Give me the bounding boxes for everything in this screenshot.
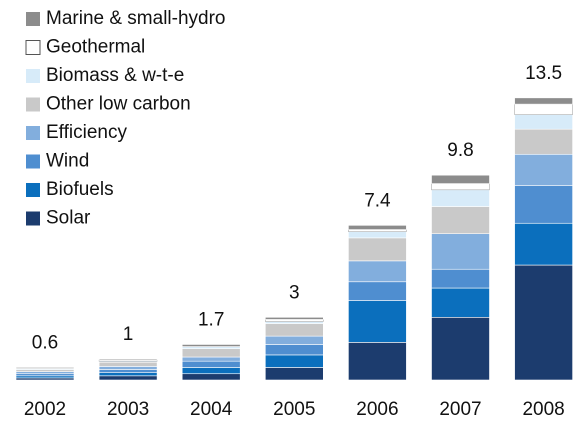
legend-label: Wind xyxy=(46,151,89,172)
legend-swatch xyxy=(26,12,40,26)
x-tick-label: 2008 xyxy=(522,399,564,420)
bar-segment xyxy=(264,354,324,368)
total-label: 1.7 xyxy=(198,309,224,330)
legend-label: Biofuels xyxy=(46,179,114,200)
total-label: 13.5 xyxy=(525,63,562,84)
bar-segment xyxy=(431,174,490,184)
bar-segment xyxy=(348,225,407,230)
bar-segment xyxy=(264,323,324,337)
bar-segment xyxy=(98,375,158,381)
bar-segment xyxy=(15,369,75,372)
bar-segment xyxy=(514,103,573,115)
bar-segment xyxy=(514,264,573,381)
bar-segment xyxy=(15,377,75,381)
bar-segment xyxy=(98,369,158,373)
total-label: 3 xyxy=(289,282,300,303)
legend-swatch xyxy=(26,126,40,140)
legend-swatch xyxy=(26,211,40,226)
bar-segment xyxy=(181,348,241,358)
legend-label: Biomass & w-t-e xyxy=(46,65,184,86)
x-tick-label: 2002 xyxy=(24,399,66,420)
bar-segment xyxy=(264,335,324,345)
total-label: 1 xyxy=(123,324,134,345)
legend-label: Efficiency xyxy=(46,122,127,143)
bar-segment xyxy=(181,356,241,362)
bar-segment xyxy=(431,233,490,270)
bar-segment xyxy=(514,128,573,155)
bar-segment xyxy=(15,367,75,369)
legend-swatch xyxy=(26,97,40,112)
bar-segment xyxy=(15,371,75,375)
legend-label: Solar xyxy=(46,208,91,229)
x-tick-label: 2007 xyxy=(439,399,481,420)
legend-swatch xyxy=(25,40,41,55)
bar-segment xyxy=(181,373,241,381)
bar-segment xyxy=(181,367,241,375)
bar-segment xyxy=(431,183,490,191)
bar-segment xyxy=(98,358,158,361)
bar-segment xyxy=(348,281,407,301)
x-tick-label: 2006 xyxy=(356,399,398,420)
total-label: 0.6 xyxy=(32,332,58,353)
bar-segment xyxy=(98,366,158,370)
bar-segment xyxy=(514,97,573,105)
bar-segment xyxy=(431,189,490,207)
bar-segment xyxy=(264,321,324,324)
legend-swatch xyxy=(26,183,40,197)
x-tick-label: 2004 xyxy=(190,399,233,420)
legend-swatch xyxy=(26,69,40,83)
bar-segment xyxy=(15,373,75,377)
legend-label: Other low carbon xyxy=(46,94,191,115)
bar-segment xyxy=(514,153,573,186)
legend-label: Marine & small-hydro xyxy=(46,8,226,29)
bar-segment xyxy=(98,372,158,377)
bar-segment xyxy=(348,231,407,239)
bar-segment xyxy=(431,206,490,234)
bar-segment xyxy=(264,367,324,381)
bar-segment xyxy=(264,319,324,322)
bar-segment xyxy=(431,287,490,318)
bar-segment xyxy=(98,361,158,367)
bar-segment xyxy=(431,316,490,381)
bar-segment xyxy=(514,114,573,130)
bar-segment xyxy=(348,260,407,283)
total-label: 9.8 xyxy=(447,140,473,161)
bar-segment xyxy=(348,342,407,381)
bar-segment xyxy=(181,346,241,349)
bar-segment xyxy=(15,375,75,379)
bar-segment xyxy=(264,344,324,356)
bar-segment xyxy=(181,360,241,368)
bar-segment xyxy=(514,185,573,224)
bar-segment xyxy=(264,316,324,320)
x-tick-label: 2003 xyxy=(107,399,149,420)
bar-segment xyxy=(514,222,573,266)
legend-swatch xyxy=(26,154,40,169)
total-label: 7.4 xyxy=(364,190,391,211)
bar-segment xyxy=(181,344,241,347)
bar-segment xyxy=(348,237,407,262)
bar-segment xyxy=(348,229,407,232)
x-tick-label: 2005 xyxy=(273,399,315,420)
bar-segment xyxy=(431,268,490,289)
legend-label: Geothermal xyxy=(46,37,145,58)
bar-segment xyxy=(348,300,407,343)
